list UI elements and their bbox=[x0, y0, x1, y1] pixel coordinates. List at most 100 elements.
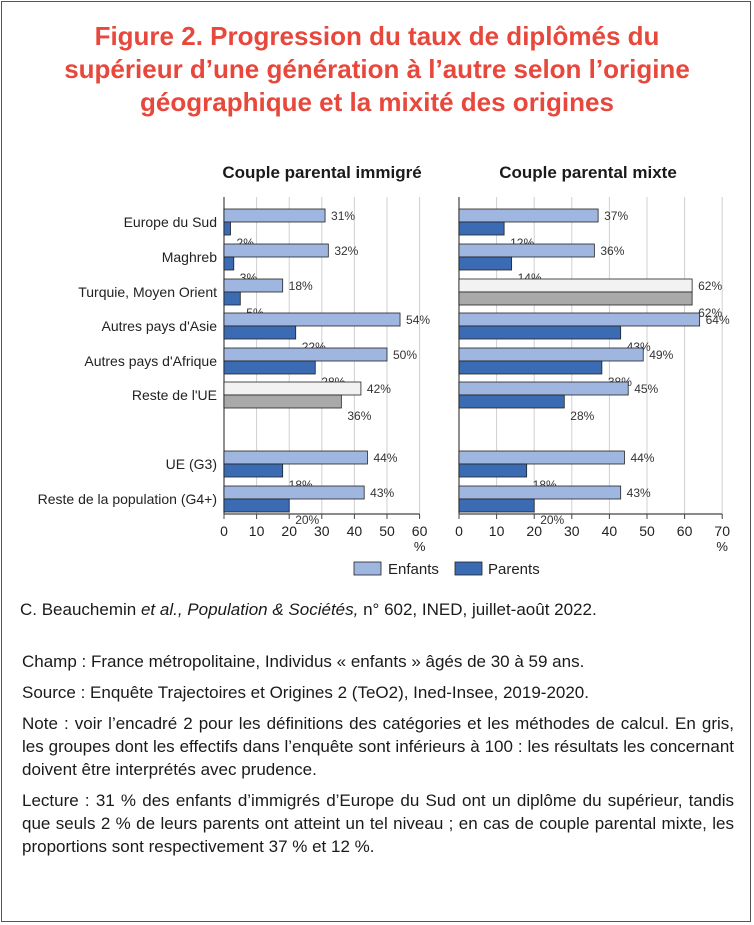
bar-parents-mixte bbox=[458, 325, 622, 340]
category-label: UE (G3) bbox=[166, 456, 217, 472]
legend-label-parents: Parents bbox=[488, 561, 540, 578]
bar-enfants-mixte bbox=[458, 347, 644, 362]
x-unit-label-mixte: % bbox=[716, 539, 728, 554]
tick-label-immigre: 10 bbox=[249, 523, 265, 539]
bar-enfants-mixte bbox=[458, 485, 622, 500]
credit-etal: et al., bbox=[140, 600, 183, 619]
tick-label-mixte: 50 bbox=[639, 523, 655, 539]
data-label-enfants-immigre: 32% bbox=[334, 244, 358, 258]
title-line-3: géographique et la mixité des origines bbox=[140, 87, 614, 117]
panel-title-mixte: Couple parental mixte bbox=[499, 163, 677, 182]
bar-parents-mixte bbox=[458, 498, 535, 513]
bar-enfants-immigre bbox=[223, 243, 329, 258]
bar-enfants-mixte bbox=[458, 278, 693, 293]
data-label-enfants-mixte: 36% bbox=[600, 244, 624, 258]
bar-enfants-mixte bbox=[458, 312, 701, 327]
legend-swatch-enfants bbox=[353, 561, 382, 576]
data-label-enfants-mixte: 49% bbox=[649, 348, 673, 362]
legend-swatch-parents bbox=[454, 561, 483, 576]
category-label: Reste de l'UE bbox=[132, 387, 217, 403]
category-label: Maghreb bbox=[162, 249, 217, 265]
bar-enfants-mixte bbox=[458, 381, 629, 396]
note-champ: Champ : France métropolitaine, Individus… bbox=[22, 652, 585, 671]
bar-enfants-mixte bbox=[458, 243, 595, 258]
title-line-2: supérieur d’une génération à l’autre sel… bbox=[64, 54, 690, 84]
bar-parents-mixte bbox=[458, 256, 513, 271]
bar-enfants-immigre bbox=[223, 381, 362, 396]
category-label: Reste de la population (G4+) bbox=[38, 491, 217, 507]
data-label-enfants-mixte: 37% bbox=[604, 209, 628, 223]
data-label-parents-immigre: 20% bbox=[295, 513, 319, 527]
category-label: Turquie, Moyen Orient bbox=[78, 284, 217, 300]
tick-label-mixte: 30 bbox=[564, 523, 580, 539]
bar-parents-mixte bbox=[458, 221, 505, 236]
note-lecture: Lecture : 31 % des enfants d’immigrés d’… bbox=[22, 791, 734, 856]
notes-block: Champ : France métropolitaine, Individus… bbox=[22, 650, 734, 866]
bar-enfants-immigre bbox=[223, 485, 365, 500]
chart-svg: Couple parental immigré 0 10 20 30 40 50 60% Eur… bbox=[38, 163, 731, 578]
bar-parents-immigre bbox=[223, 394, 342, 409]
bar-parents-mixte bbox=[458, 394, 565, 409]
bar-enfants-immigre bbox=[223, 347, 388, 362]
data-label-parents-mixte: 20% bbox=[540, 513, 564, 527]
figure-title: Figure 2. Progression du taux de diplômé… bbox=[0, 20, 754, 119]
credit-rest: n° 602, INED, juillet-août 2022. bbox=[363, 600, 597, 619]
data-label-enfants-immigre: 50% bbox=[393, 348, 417, 362]
tick-label-immigre: 40 bbox=[347, 523, 363, 539]
data-label-parents-mixte: 62% bbox=[698, 306, 722, 320]
data-label-enfants-immigre: 54% bbox=[406, 313, 430, 327]
tick-label-mixte: 0 bbox=[455, 523, 463, 539]
bar-parents-immigre bbox=[223, 221, 231, 236]
data-label-enfants-immigre: 18% bbox=[289, 279, 313, 293]
bar-enfants-immigre bbox=[223, 208, 326, 223]
data-label-enfants-mixte: 45% bbox=[634, 382, 658, 396]
category-label: Autres pays d'Asie bbox=[101, 318, 217, 334]
tick-label-immigre: 20 bbox=[281, 523, 297, 539]
bar-enfants-mixte bbox=[458, 208, 599, 223]
bar-parents-mixte bbox=[458, 463, 528, 478]
title-line-1: Figure 2. Progression du taux de diplômé… bbox=[94, 21, 660, 51]
note-note: Note : voir l’encadré 2 pour les définit… bbox=[22, 714, 734, 779]
tick-label-mixte: 10 bbox=[489, 523, 505, 539]
data-label-parents-mixte: 28% bbox=[570, 409, 594, 423]
credit-authors: C. Beauchemin bbox=[20, 600, 137, 619]
tick-label-mixte: 20 bbox=[526, 523, 542, 539]
note-source: Source : Enquête Trajectoires et Origine… bbox=[22, 683, 589, 702]
credit-line: C. Beauchemin et al., Population & Socié… bbox=[20, 600, 597, 620]
data-label-enfants-mixte: 62% bbox=[698, 279, 722, 293]
bar-parents-immigre bbox=[223, 463, 284, 478]
bar-parents-immigre bbox=[223, 256, 235, 271]
data-label-enfants-mixte: 43% bbox=[627, 486, 651, 500]
tick-label-mixte: 60 bbox=[677, 523, 693, 539]
bar-enfants-immigre bbox=[223, 312, 401, 327]
tick-label-immigre: 30 bbox=[314, 523, 330, 539]
data-label-parents-immigre: 36% bbox=[347, 409, 371, 423]
x-unit-label-immigre: % bbox=[414, 539, 426, 554]
data-label-enfants-immigre: 43% bbox=[370, 486, 394, 500]
bar-parents-immigre bbox=[223, 498, 290, 513]
data-label-enfants-immigre: 42% bbox=[367, 382, 391, 396]
bar-parents-immigre bbox=[223, 291, 241, 306]
tick-label-mixte: 40 bbox=[602, 523, 618, 539]
data-label-enfants-mixte: 44% bbox=[630, 451, 654, 465]
category-label: Autres pays d'Afrique bbox=[84, 353, 217, 369]
legend-label-enfants: Enfants bbox=[388, 561, 439, 578]
data-label-enfants-mixte: 64% bbox=[706, 313, 730, 327]
tick-label-immigre: 0 bbox=[220, 523, 228, 539]
bar-enfants-mixte bbox=[458, 450, 625, 465]
category-label: Europe du Sud bbox=[124, 214, 217, 230]
bar-enfants-immigre bbox=[223, 450, 368, 465]
data-label-enfants-immigre: 44% bbox=[373, 451, 397, 465]
bar-parents-immigre bbox=[223, 360, 316, 375]
bar-parents-immigre bbox=[223, 325, 297, 340]
credit-journal: Population & Sociétés, bbox=[187, 600, 359, 619]
panel-title-immigre: Couple parental immigré bbox=[222, 163, 421, 182]
tick-label-mixte: 70 bbox=[714, 523, 730, 539]
tick-label-immigre: 60 bbox=[412, 523, 428, 539]
data-label-enfants-immigre: 31% bbox=[331, 209, 355, 223]
bar-parents-mixte bbox=[458, 291, 693, 306]
bar-enfants-immigre bbox=[223, 278, 284, 293]
tick-label-immigre: 50 bbox=[379, 523, 395, 539]
bar-parents-mixte bbox=[458, 360, 603, 375]
